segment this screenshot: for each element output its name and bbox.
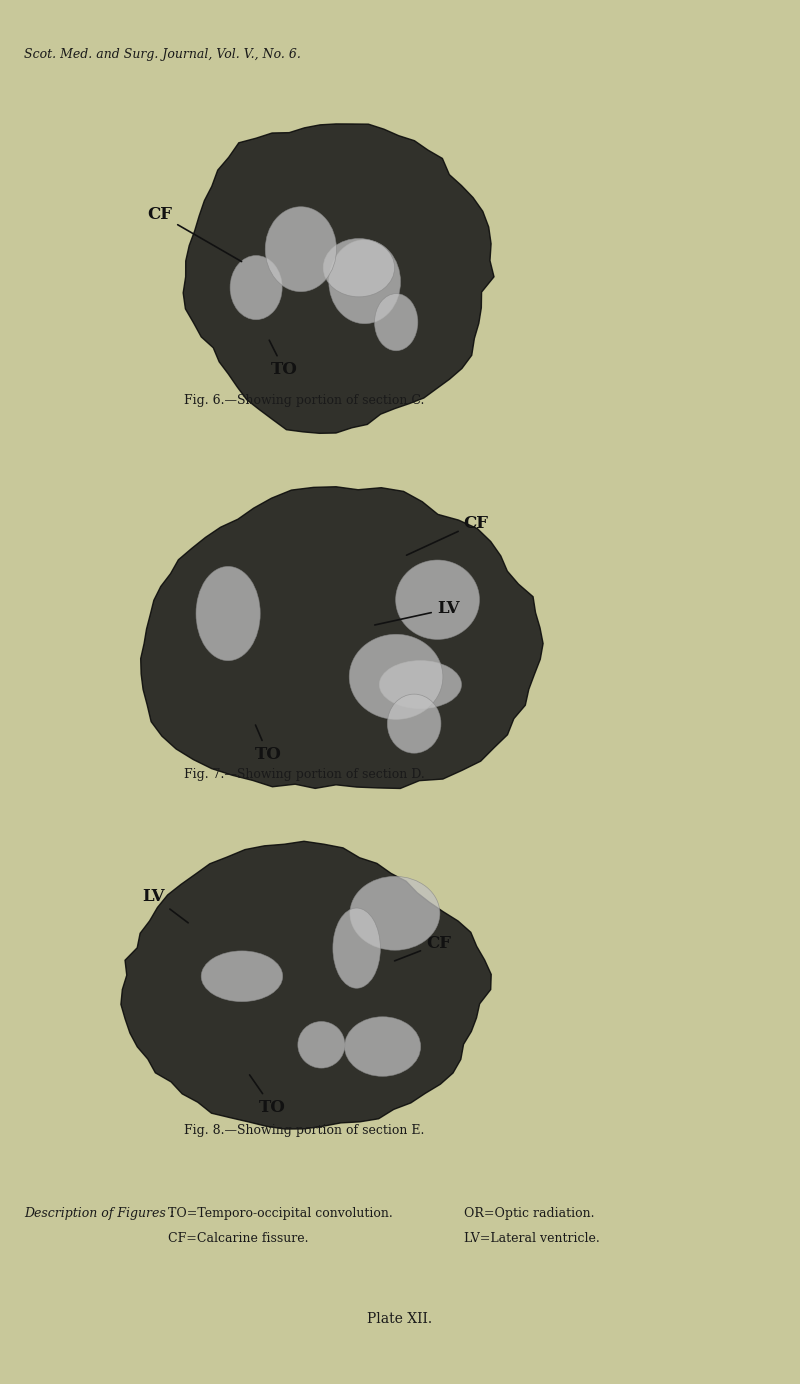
Text: LV=Lateral ventricle.: LV=Lateral ventricle. <box>464 1232 600 1244</box>
Text: Fig. 8.—Showing portion of section E.: Fig. 8.—Showing portion of section E. <box>184 1124 424 1136</box>
Ellipse shape <box>298 1021 345 1068</box>
Polygon shape <box>141 487 543 789</box>
Text: Description of Figures :: Description of Figures : <box>24 1207 174 1219</box>
Ellipse shape <box>345 1017 421 1077</box>
Text: CF=Calcarine fissure.: CF=Calcarine fissure. <box>168 1232 309 1244</box>
Ellipse shape <box>350 634 443 720</box>
Text: CF: CF <box>394 936 451 960</box>
Ellipse shape <box>374 293 418 350</box>
Ellipse shape <box>323 238 394 296</box>
Ellipse shape <box>379 660 462 709</box>
Text: Scot. Med. and Surg. Journal, Vol. V., No. 6.: Scot. Med. and Surg. Journal, Vol. V., N… <box>24 48 301 61</box>
Text: Fig. 7.—Showing portion of section D.: Fig. 7.—Showing portion of section D. <box>184 768 424 781</box>
Text: TO: TO <box>254 725 282 763</box>
Text: LV: LV <box>374 601 459 626</box>
Ellipse shape <box>350 876 440 951</box>
Polygon shape <box>121 841 491 1129</box>
Ellipse shape <box>396 561 479 639</box>
Ellipse shape <box>230 256 282 320</box>
Ellipse shape <box>196 566 260 660</box>
Text: CF: CF <box>147 206 242 262</box>
Text: OR=Optic radiation.: OR=Optic radiation. <box>464 1207 594 1219</box>
Ellipse shape <box>333 908 380 988</box>
Text: TO: TO <box>250 1075 286 1116</box>
Text: Fig. 6.—Showing portion of section C.: Fig. 6.—Showing portion of section C. <box>184 394 424 407</box>
Text: Plate XII.: Plate XII. <box>367 1312 433 1326</box>
Polygon shape <box>183 125 494 433</box>
Ellipse shape <box>202 951 282 1002</box>
Text: LV: LV <box>142 889 188 923</box>
Text: TO: TO <box>270 340 298 378</box>
Ellipse shape <box>387 695 441 753</box>
Ellipse shape <box>266 206 337 292</box>
Text: TO=Temporo-occipital convolution.: TO=Temporo-occipital convolution. <box>168 1207 393 1219</box>
Text: CF: CF <box>406 515 489 555</box>
Ellipse shape <box>329 239 401 324</box>
